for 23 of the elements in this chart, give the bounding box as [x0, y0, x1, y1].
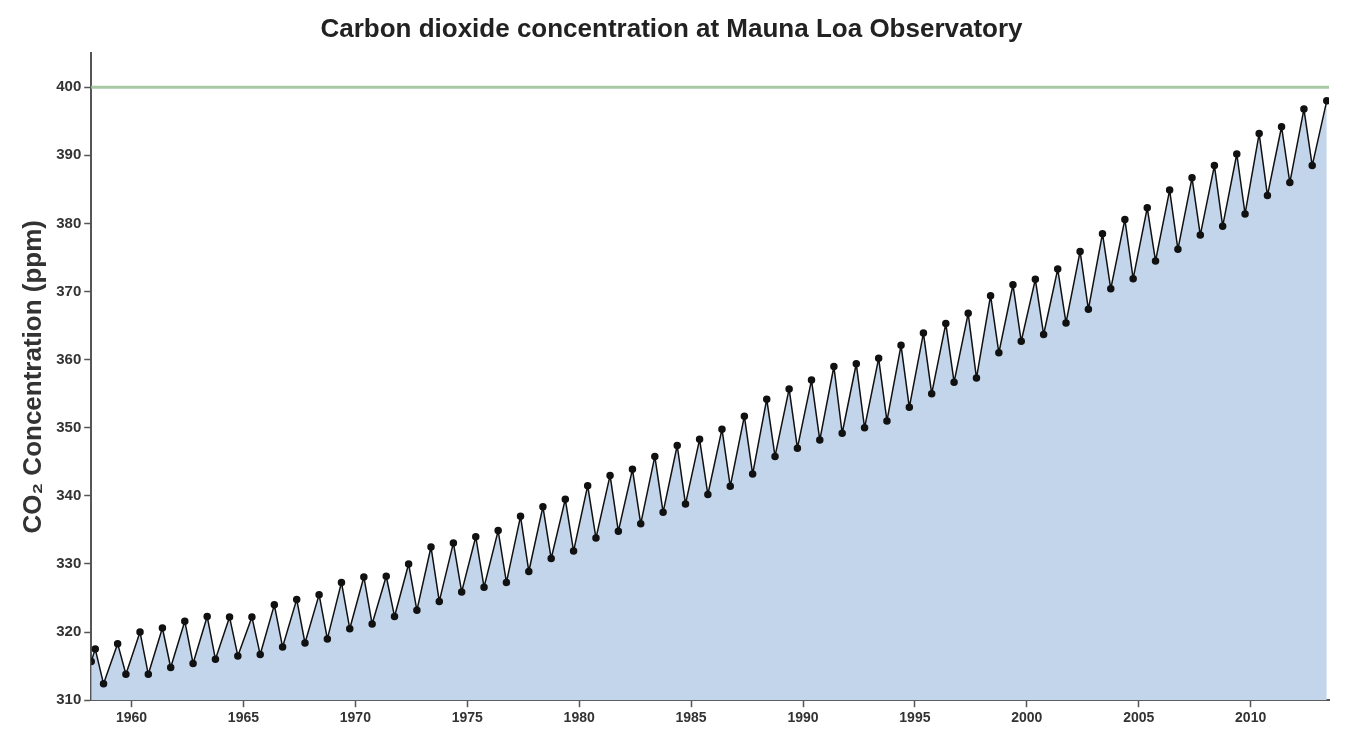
y-tick-label: 360 [56, 349, 82, 367]
x-tick-label: 1960 [115, 709, 148, 726]
chart-title: Carbon dioxide concentration at Mauna Loa Observatory [320, 12, 1024, 43]
y-tick-label: 320 [56, 622, 82, 640]
y-tick-label: 340 [56, 486, 82, 504]
x-tick-label: 2010 [1235, 709, 1267, 726]
y-tick-label: 400 [56, 77, 82, 95]
y-tick-label: 380 [56, 213, 82, 231]
x-tick-label: 1995 [899, 709, 931, 726]
y-axis-title: CO₂ Concentration (ppm) [16, 219, 47, 534]
y-tick-label: 310 [56, 690, 82, 708]
y-tick-label: 330 [56, 554, 82, 572]
y-tick-label: 390 [56, 145, 82, 163]
x-tick-label: 1970 [339, 709, 372, 726]
x-tick-label: 1990 [787, 709, 819, 726]
x-tick-label: 1980 [563, 709, 595, 726]
x-tick-label: 2005 [1123, 709, 1155, 726]
x-tick-label: 1975 [451, 709, 484, 726]
y-tick-label: 350 [56, 417, 82, 435]
y-tick-label: 370 [56, 281, 82, 299]
x-tick-label: 1985 [675, 709, 707, 726]
x-tick-label: 2000 [1011, 709, 1043, 726]
x-tick-label: 1965 [227, 709, 260, 726]
